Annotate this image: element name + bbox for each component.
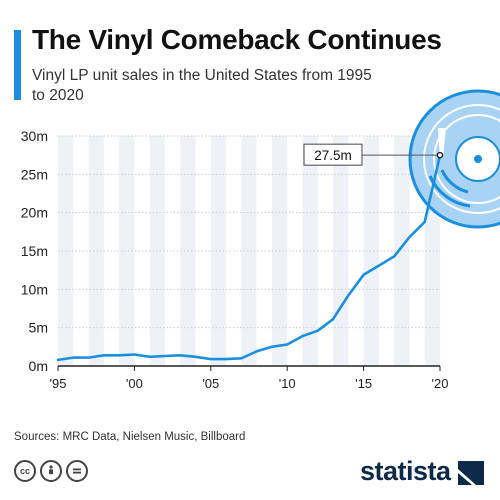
grid-lines [58, 135, 440, 367]
y-tick-label: 15m [21, 243, 48, 259]
attribution-icon[interactable] [40, 460, 62, 482]
annotation-box [303, 143, 363, 166]
year-band [210, 136, 227, 366]
x-axis-ticks: '95 '00 '05 '10 '15 '20 [50, 366, 449, 391]
y-tick-label: 5m [29, 320, 48, 336]
annotation-point [436, 151, 444, 159]
chart-subtitle: Vinyl LP unit sales in the United States… [32, 67, 372, 104]
y-tick-label: 25m [21, 166, 48, 182]
y-tick-label: 30m [21, 128, 48, 144]
x-tick-label: '20 [432, 376, 449, 391]
vinyl-arc [440, 169, 469, 194]
vinyl-arc [428, 175, 471, 208]
license-icons: cc [14, 460, 88, 482]
year-band [88, 136, 104, 366]
vinyl-record-icon [408, 89, 500, 229]
x-tick-label: '15 [355, 376, 372, 391]
statista-logo-icon[interactable] [458, 461, 484, 485]
x-tick-label: '10 [279, 376, 296, 391]
year-band [119, 136, 135, 366]
no-derivatives-icon[interactable] [66, 460, 88, 482]
series-line [56, 153, 442, 362]
vinyl-groove [433, 114, 500, 204]
x-tick-label: '05 [202, 376, 219, 391]
year-band [363, 136, 379, 366]
vinyl-hole [474, 155, 482, 163]
x-tick-label: '00 [126, 376, 143, 391]
creative-commons-icon[interactable]: cc [14, 460, 36, 482]
y-tick-label: 20m [21, 205, 48, 221]
title-accent-bar [14, 30, 21, 100]
annotation-label: 27.5m [314, 148, 352, 163]
x-tick-label: '95 [50, 376, 67, 391]
y-tick-label: 0m [29, 358, 48, 374]
vinyl-shine [438, 128, 446, 158]
y-axis-ticks: 0m 5m 10m 15m 20m 25m 30m [21, 128, 48, 374]
y-tick-label: 10m [21, 281, 48, 297]
chart-title: The Vinyl Comeback Continues [32, 24, 442, 55]
source-note: Sources: MRC Data, Nielsen Music, Billbo… [14, 431, 246, 443]
statista-logo-text[interactable]: statista [360, 456, 451, 486]
series-lines [56, 153, 442, 362]
annotations: 27.5m [303, 143, 444, 166]
vinyl-groove [423, 104, 500, 214]
year-band [241, 136, 257, 366]
year-band [333, 136, 349, 366]
